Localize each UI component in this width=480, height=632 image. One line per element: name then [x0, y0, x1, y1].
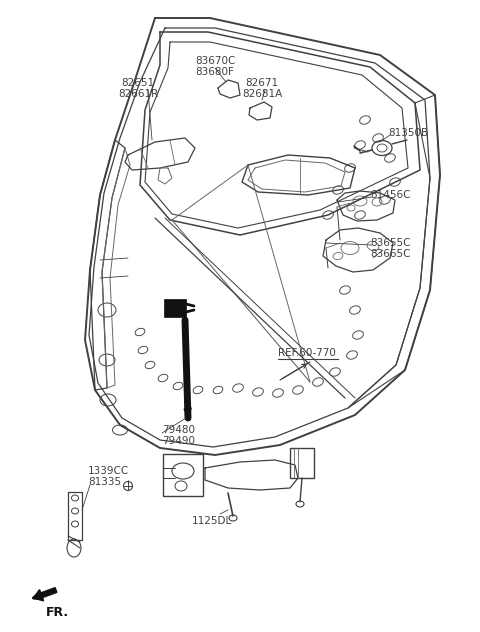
- Text: 79480: 79480: [162, 425, 195, 435]
- Text: 1339CC: 1339CC: [88, 466, 129, 476]
- Text: 81335: 81335: [88, 477, 121, 487]
- Text: 82681A: 82681A: [242, 89, 282, 99]
- Text: 82671: 82671: [245, 78, 278, 88]
- FancyBboxPatch shape: [164, 299, 186, 317]
- Text: FR.: FR.: [46, 606, 69, 619]
- Text: 83670C: 83670C: [195, 56, 235, 66]
- Text: 81456C: 81456C: [370, 190, 410, 200]
- Text: 83665C: 83665C: [370, 249, 410, 259]
- Text: 79490: 79490: [162, 436, 195, 446]
- Text: 83655C: 83655C: [370, 238, 410, 248]
- Text: 81350B: 81350B: [388, 128, 428, 138]
- Text: 82661R: 82661R: [118, 89, 158, 99]
- Text: 83680F: 83680F: [195, 67, 234, 77]
- Text: 1125DL: 1125DL: [192, 516, 232, 526]
- Text: 82651: 82651: [121, 78, 155, 88]
- Text: REF.60-770: REF.60-770: [278, 348, 336, 358]
- FancyArrow shape: [34, 588, 57, 601]
